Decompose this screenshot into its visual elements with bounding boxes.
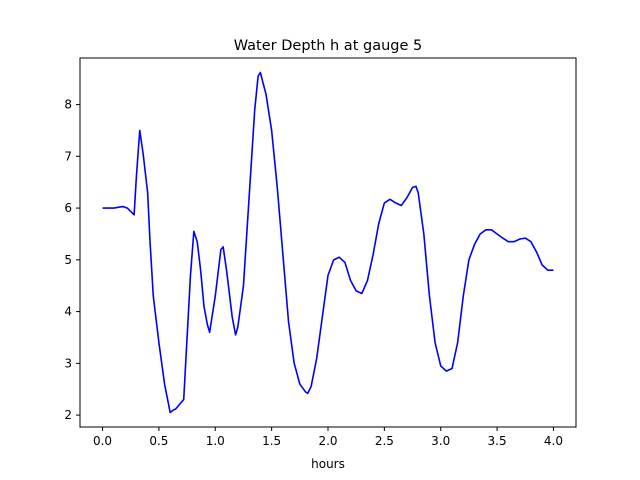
x-tick-label: 1.0	[206, 434, 225, 448]
x-axis-label: hours	[311, 457, 345, 471]
chart-title: Water Depth h at gauge 5	[234, 38, 422, 54]
x-tick-label: 2.5	[375, 434, 394, 448]
y-axis: 2 3 4 5 6 7 8	[64, 98, 80, 422]
x-tick-label: 4.0	[544, 434, 563, 448]
x-tick-label: 1.5	[262, 434, 281, 448]
y-tick-label: 7	[64, 149, 72, 163]
y-tick-label: 3	[64, 356, 72, 370]
y-tick-label: 8	[64, 98, 72, 112]
x-tick-label: 0.0	[93, 434, 112, 448]
y-tick-label: 2	[64, 408, 72, 422]
plot-area	[102, 71, 554, 414]
y-tick-label: 6	[64, 201, 72, 215]
x-axis: 0.0 0.5 1.0 1.5 2.0 2.5 3.0 3.5 4.0	[93, 427, 563, 448]
x-tick-label: 3.0	[431, 434, 450, 448]
x-tick-label: 2.0	[318, 434, 337, 448]
x-tick-label: 3.5	[488, 434, 507, 448]
series-line-0	[102, 71, 554, 414]
x-tick-label: 0.5	[149, 434, 168, 448]
y-tick-label: 5	[64, 253, 72, 267]
y-tick-label: 4	[64, 305, 72, 319]
